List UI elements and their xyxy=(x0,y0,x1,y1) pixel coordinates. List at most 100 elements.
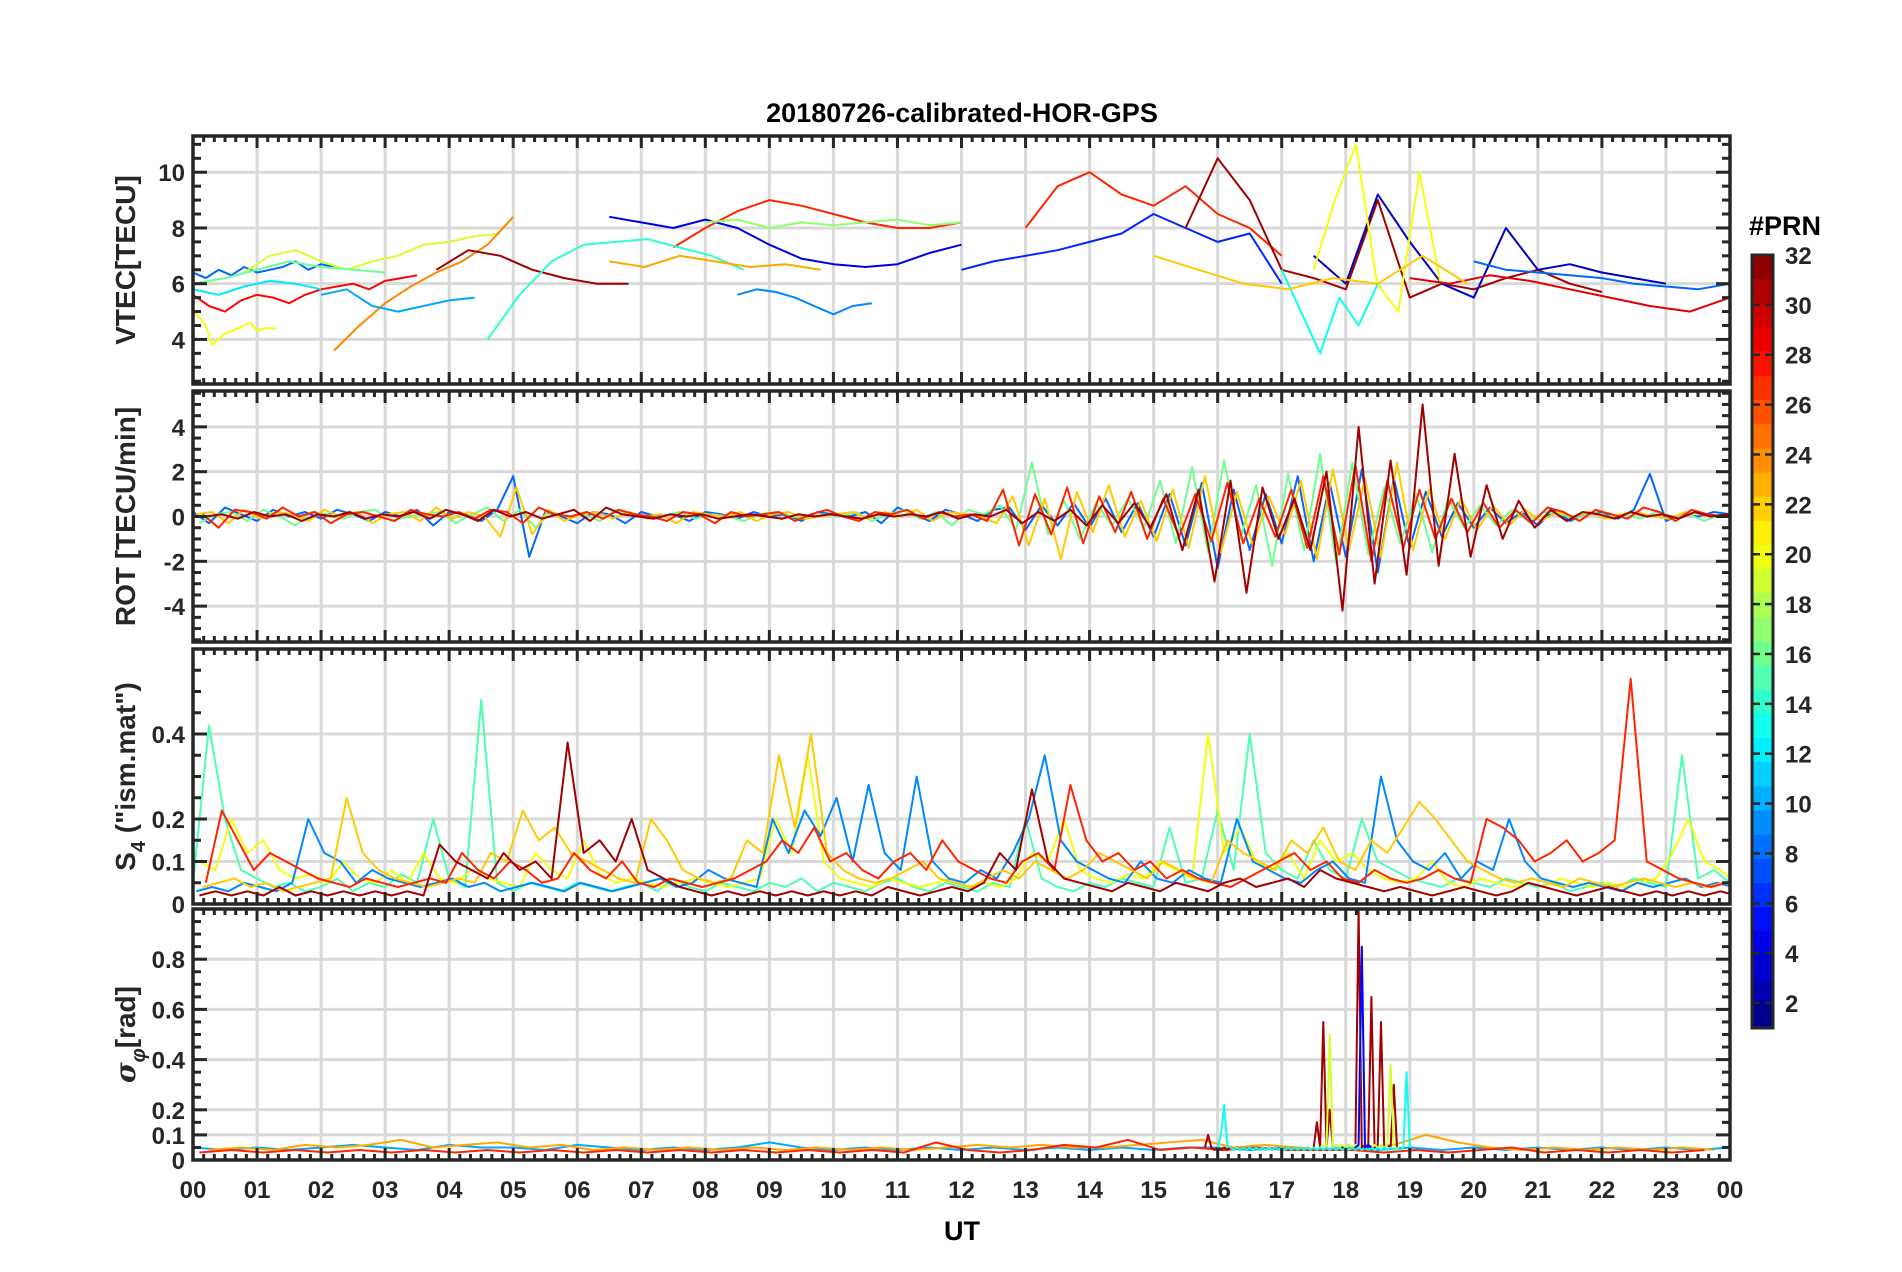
x-tick-label: 03 xyxy=(372,1177,399,1204)
colorbar-cell xyxy=(1752,810,1773,836)
y-tick-label: -2 xyxy=(164,549,185,576)
colorbar-cell xyxy=(1752,907,1773,932)
colorbar-cell xyxy=(1752,496,1773,522)
y-axis-label-suffix: ("ism.mat") xyxy=(110,682,141,841)
y-axis-label-suffix: [rad] xyxy=(110,986,141,1048)
colorbar-cell xyxy=(1752,1003,1773,1029)
series-line-prn-31 xyxy=(1203,909,1405,1151)
colorbar-tick-label: 14 xyxy=(1785,692,1812,719)
y-tick-label: 0.2 xyxy=(152,1098,185,1125)
x-tick-label: 00 xyxy=(1717,1177,1744,1204)
x-tick-label: 19 xyxy=(1396,1177,1423,1204)
series-line-prn-13 xyxy=(1216,1071,1411,1151)
colorbar-tick-label: 28 xyxy=(1785,343,1812,370)
y-tick-label: 0.2 xyxy=(152,807,185,834)
colorbar-cell xyxy=(1752,955,1773,981)
colorbar-tick-label: 8 xyxy=(1785,841,1798,868)
series-line-prn-8 xyxy=(193,260,335,280)
series-line-prn-9 xyxy=(195,754,1730,893)
x-tick-label: 18 xyxy=(1332,1177,1359,1204)
colorbar-cell xyxy=(1752,931,1773,957)
colorbar-cell xyxy=(1752,279,1773,304)
colorbar-cell xyxy=(1752,834,1773,860)
x-tick-label: 14 xyxy=(1076,1177,1103,1204)
colorbar-cell xyxy=(1752,641,1773,667)
colorbar-cell xyxy=(1752,375,1773,401)
y-tick-label: 4 xyxy=(172,415,186,442)
colorbar-cell xyxy=(1752,883,1773,908)
series-line-prn-24 xyxy=(333,216,514,352)
colorbar-cell xyxy=(1752,979,1773,1005)
y-axis-label-main: ROT [TECU/min] xyxy=(110,407,141,626)
colorbar-tick-label: 22 xyxy=(1785,492,1812,519)
series-line-prn-6 xyxy=(961,213,1283,285)
colorbar-tick-label: 10 xyxy=(1785,792,1812,819)
y-tick-label: 6 xyxy=(172,272,185,299)
colorbar-tick-label: 18 xyxy=(1785,592,1812,619)
series-group xyxy=(193,143,1730,355)
colorbar-cell xyxy=(1752,762,1773,787)
colorbar-cell xyxy=(1752,786,1773,812)
y-axis-label-main: S xyxy=(110,852,141,871)
colorbar-cell xyxy=(1752,593,1773,618)
y-tick-label: 10 xyxy=(158,160,185,187)
series-line-prn-13 xyxy=(1280,269,1379,355)
colorbar-cell xyxy=(1752,303,1773,328)
series-group xyxy=(193,403,1730,612)
panel-rot: -4 -2 0 2 4 ROT [TECU/min] xyxy=(110,389,1732,644)
series-line-prn-22 xyxy=(1153,254,1468,291)
x-tick-label: 21 xyxy=(1525,1177,1552,1204)
colorbar-cell xyxy=(1752,544,1773,570)
x-tick-label: 05 xyxy=(500,1177,527,1204)
x-tick-label: 01 xyxy=(244,1177,271,1204)
series-line-prn-22 xyxy=(202,733,1730,893)
y-tick-label: 0 xyxy=(172,505,185,532)
series-line-prn-8 xyxy=(1473,260,1730,291)
colorbar-cell xyxy=(1752,472,1773,498)
x-axis-label: UT xyxy=(944,1216,980,1246)
x-tick-label: 23 xyxy=(1653,1177,1680,1204)
y-tick-label: 0 xyxy=(172,1148,185,1175)
series-line-prn-9 xyxy=(737,288,872,316)
series-line-prn-22 xyxy=(196,461,1730,561)
panel-vtec: 4 6 8 10 VTEC[TECU] xyxy=(110,134,1732,386)
colorbar-tick-label: 20 xyxy=(1785,542,1812,569)
x-tick-label: 22 xyxy=(1589,1177,1616,1204)
y-tick-label: 0.6 xyxy=(152,997,185,1024)
colorbar-tick-label: 26 xyxy=(1785,393,1812,420)
colorbar-tick-label: 12 xyxy=(1785,742,1812,769)
y-tick-label: 0.1 xyxy=(152,850,185,877)
y-axis-label: VTEC[TECU] xyxy=(110,175,141,345)
y-axis-label-subscript: φ xyxy=(128,1048,150,1062)
series-line-prn-5 xyxy=(1354,945,1373,1149)
x-tick-label: 17 xyxy=(1268,1177,1295,1204)
y-axis-label-subscript: 4 xyxy=(128,840,150,852)
series-line-prn-4 xyxy=(609,215,962,268)
colorbar-cell xyxy=(1752,665,1773,691)
y-axis-label-main: σ xyxy=(109,1062,142,1083)
series-line-prn-27 xyxy=(1024,171,1283,257)
y-tick-label: 0.8 xyxy=(152,947,185,974)
colorbar-cell xyxy=(1752,738,1773,763)
x-tick-label: 07 xyxy=(628,1177,655,1204)
x-tick-label: 08 xyxy=(692,1177,719,1204)
series-line-prn-31 xyxy=(435,249,629,285)
y-tick-label: 4 xyxy=(172,327,186,354)
colorbar-cell xyxy=(1752,399,1773,425)
colorbar-tick-label: 2 xyxy=(1785,991,1798,1018)
series-line-prn-19 xyxy=(243,232,501,274)
series-line-prn-3 xyxy=(1313,193,1667,299)
series-line-prn-28 xyxy=(193,274,418,313)
y-tick-label: 2 xyxy=(172,460,185,487)
colorbar-tick-label: 24 xyxy=(1785,442,1812,469)
y-tick-label: 0.4 xyxy=(152,722,186,749)
x-tick-label: 09 xyxy=(756,1177,783,1204)
x-tick-label: 13 xyxy=(1012,1177,1039,1204)
x-tick-label: 04 xyxy=(436,1177,463,1204)
x-tick-label: 11 xyxy=(885,1177,910,1204)
colorbar-cell xyxy=(1752,713,1773,739)
y-tick-label: 0.4 xyxy=(152,1048,186,1075)
colorbar-cell xyxy=(1752,448,1773,473)
